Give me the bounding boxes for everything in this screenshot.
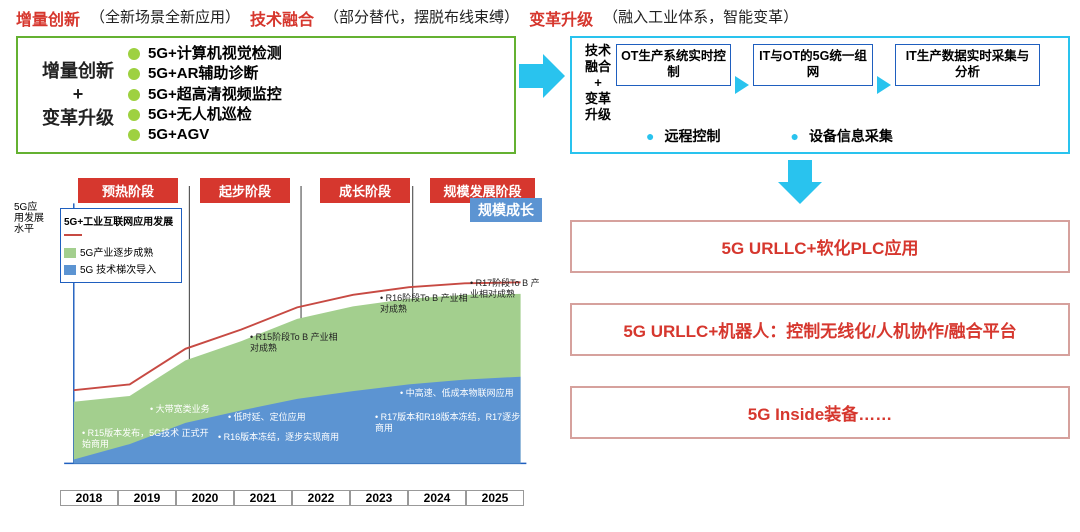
hdr-t1: 增量创新 xyxy=(16,6,80,30)
chart-legend: 5G+工业互联网应用发展 5G产业逐步成熟 5G 技术梯次导入 xyxy=(60,208,182,283)
lbl-industry: 行业适配 xyxy=(350,218,406,238)
phase-3: 成长阶段 xyxy=(320,178,410,203)
box-it: IT生产数据实时采集与分析 xyxy=(895,44,1040,86)
note-ll: • 低时延、定位应用 xyxy=(228,412,328,423)
phase-1: 预热阶段 xyxy=(78,178,178,203)
hdr-t3s: （融入工业体系，智能变革） xyxy=(603,6,798,30)
left-innovation-box: 增量创新 + 变革升级 5G+计算机视觉检测 5G+AR辅助诊断 5G+超高清视… xyxy=(16,36,516,154)
arrow-right-icon xyxy=(877,76,891,94)
red-box-3: 5G Inside装备…… xyxy=(570,386,1070,439)
note-r15: • R15阶段To B 产业相对成熟 xyxy=(250,332,340,355)
note-r15pub: • R15版本发布，5G技术 正式开始商用 xyxy=(82,428,212,451)
year: 2023 xyxy=(350,490,408,506)
year: 2022 xyxy=(292,490,350,506)
lb-list: 5G+计算机视觉检测 5G+AR辅助诊断 5G+超高清视频监控 5G+无人机巡检… xyxy=(128,44,504,146)
list-item: 5G+无人机巡检 xyxy=(128,105,504,125)
lb-label1: 增量创新 xyxy=(28,60,128,83)
bullet-icon xyxy=(128,68,140,80)
box-itot: IT与OT的5G统一组网 xyxy=(753,44,873,86)
hdr-t2: 技术融合 xyxy=(250,6,314,30)
list-item: 5G+计算机视觉检测 xyxy=(128,44,504,64)
year: 2024 xyxy=(408,490,466,506)
lbl-tech: 技术验证 xyxy=(93,336,149,356)
year: 2021 xyxy=(234,490,292,506)
bullet-device: 设备信息采集 xyxy=(790,126,892,146)
bullet-remote: 远程控制 xyxy=(646,126,720,146)
note-r16f: • R16版本冻结，逐步实现商用 xyxy=(218,432,368,443)
note-r16: • R16阶段To B 产业相对成熟 xyxy=(380,293,470,316)
lbl-scale: 规模成长 xyxy=(470,198,542,222)
list-item: 5G+超高清视频监控 xyxy=(128,85,504,105)
lbl-scene: 场景适配 xyxy=(225,288,281,308)
hdr-t1s: （全新场景全新应用） xyxy=(90,6,240,30)
note-r17: • R17阶段To B 产业相对成熟 xyxy=(470,278,545,301)
note-r1718: • R17版本和R18版本冻结，R17逐步实现商用 xyxy=(375,412,540,435)
rb-labels: 技术融合+变革升级 xyxy=(580,44,616,146)
hdr-t2s: （部分替代，摆脱布线束缚） xyxy=(324,6,519,30)
phase-2: 起步阶段 xyxy=(200,178,290,203)
lb-plus: + xyxy=(28,83,128,106)
box-ot: OT生产系统实时控制 xyxy=(616,44,731,86)
list-item: 5G+AR辅助诊断 xyxy=(128,64,504,84)
bullet-icon xyxy=(128,48,140,60)
red-box-2: 5G URLLC+机器人：控制无线化/人机协作/融合平台 xyxy=(570,303,1070,356)
year: 2019 xyxy=(118,490,176,506)
lb-label2: 变革升级 xyxy=(28,107,128,130)
bullet-icon xyxy=(128,89,140,101)
year: 2020 xyxy=(176,490,234,506)
hdr-t3: 变革升级 xyxy=(529,6,593,30)
year: 2018 xyxy=(60,490,118,506)
list-item: 5G+AGV xyxy=(128,125,504,145)
year: 2025 xyxy=(466,490,524,506)
red-box-1: 5G URLLC+软化PLC应用 xyxy=(570,220,1070,273)
year-axis: 2018 2019 2020 2021 2022 2023 2024 2025 xyxy=(60,490,524,506)
right-fusion-box: 技术融合+变革升级 OT生产系统实时控制 IT与OT的5G统一组网 IT生产数据… xyxy=(570,36,1070,154)
arrow-right-icon xyxy=(735,76,749,94)
bullet-icon xyxy=(128,129,140,141)
bullet-icon xyxy=(128,109,140,121)
note-iot: • 中高速、低成本物联网应用 xyxy=(400,388,540,399)
